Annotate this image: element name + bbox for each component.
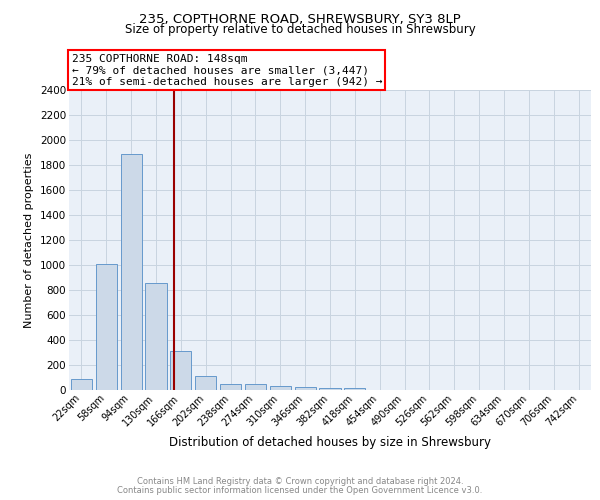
Bar — [121, 154, 142, 390]
Bar — [170, 351, 191, 390]
Text: Contains public sector information licensed under the Open Government Licence v3: Contains public sector information licen… — [118, 486, 482, 495]
Bar — [220, 384, 241, 390]
Bar — [145, 282, 167, 390]
Bar — [344, 388, 365, 390]
Bar — [71, 379, 92, 390]
Text: 235, COPTHORNE ROAD, SHREWSBURY, SY3 8LP: 235, COPTHORNE ROAD, SHREWSBURY, SY3 8LP — [139, 12, 461, 26]
Y-axis label: Number of detached properties: Number of detached properties — [25, 152, 34, 328]
Bar — [195, 376, 216, 390]
Text: Contains HM Land Registry data © Crown copyright and database right 2024.: Contains HM Land Registry data © Crown c… — [137, 477, 463, 486]
Text: 235 COPTHORNE ROAD: 148sqm
← 79% of detached houses are smaller (3,447)
21% of s: 235 COPTHORNE ROAD: 148sqm ← 79% of deta… — [71, 54, 382, 87]
Bar — [270, 386, 291, 390]
Bar — [295, 387, 316, 390]
Bar — [245, 384, 266, 390]
Bar — [96, 264, 117, 390]
Text: Size of property relative to detached houses in Shrewsbury: Size of property relative to detached ho… — [125, 22, 475, 36]
Bar — [319, 388, 341, 390]
X-axis label: Distribution of detached houses by size in Shrewsbury: Distribution of detached houses by size … — [169, 436, 491, 449]
